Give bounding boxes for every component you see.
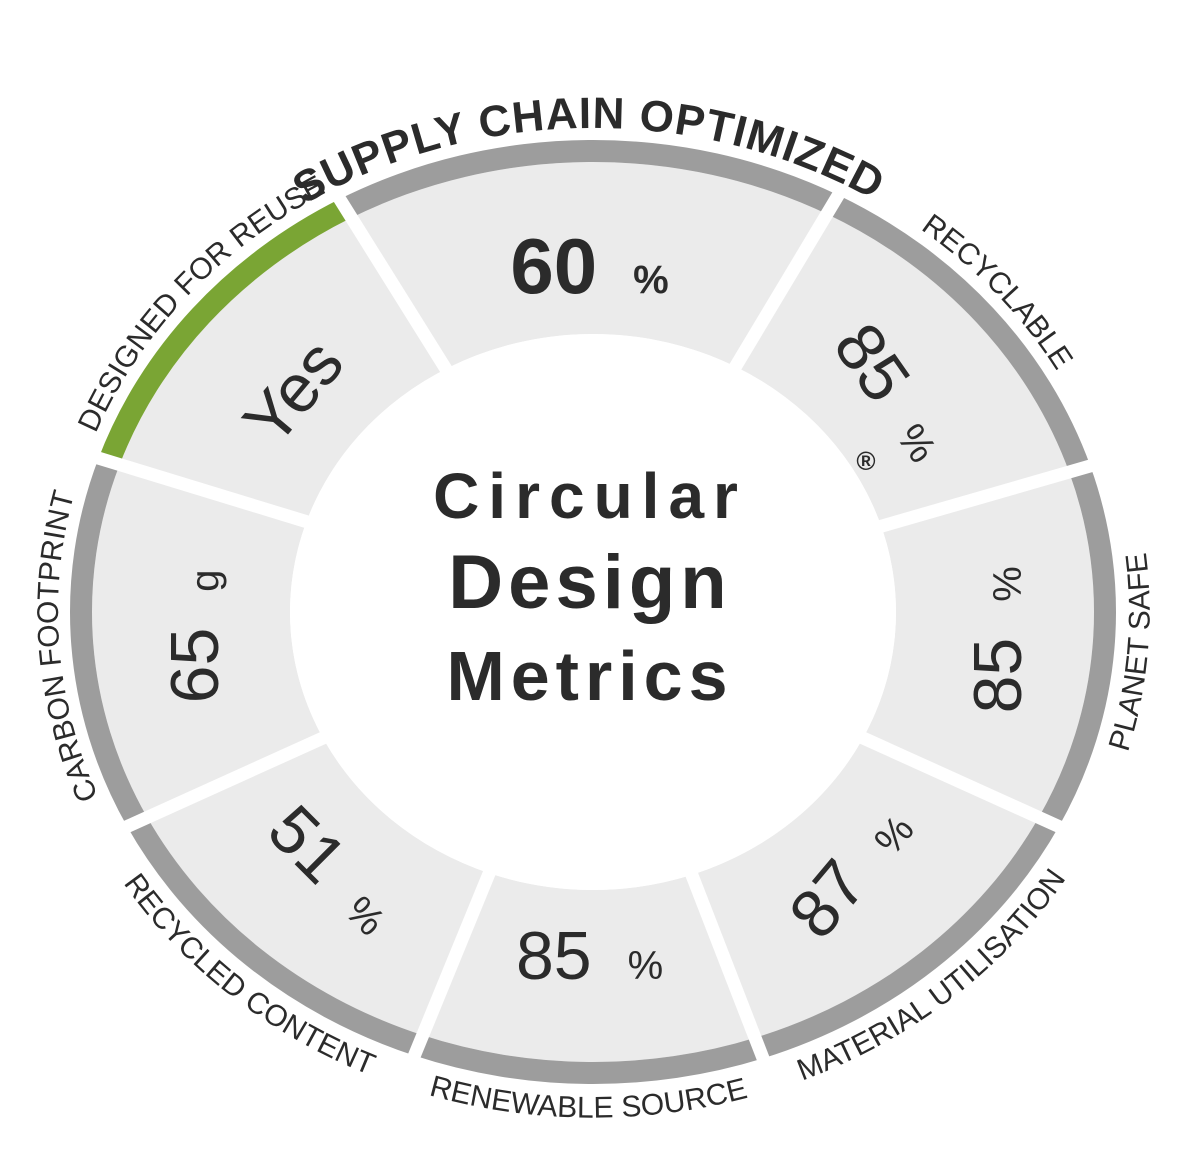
value-number: 85 <box>516 918 592 994</box>
segment-value: 60% <box>510 222 668 310</box>
center-title-line: Circular <box>433 460 747 532</box>
registered-mark: ® <box>856 446 875 476</box>
segment-fill <box>421 873 757 1062</box>
segment-gap <box>90 450 314 530</box>
segment-fill <box>691 738 1040 1038</box>
segment-band <box>828 195 1091 473</box>
segment-gap <box>874 458 1098 534</box>
segment-gap <box>683 867 772 1067</box>
segment-fill <box>735 214 1070 527</box>
value-number: 65 <box>157 628 233 704</box>
segment-gap <box>855 730 1068 835</box>
segment-fill <box>862 472 1094 817</box>
segment-gap <box>727 186 847 375</box>
value-unit: % <box>986 566 1030 602</box>
segment-value: 85% <box>960 566 1036 713</box>
center-disc <box>290 334 896 890</box>
segment-fill <box>92 465 324 817</box>
segment-fill <box>146 738 490 1035</box>
segment-gap <box>406 866 498 1064</box>
segment-gap <box>118 730 331 835</box>
segment-fill <box>119 218 447 522</box>
value-unit: % <box>633 258 669 302</box>
segment-band <box>339 140 839 219</box>
value-number: 60 <box>510 222 597 310</box>
segment-band <box>69 458 147 827</box>
segment-band <box>98 199 351 466</box>
segment-value: 85% <box>516 918 663 994</box>
segment-band <box>127 816 422 1056</box>
segment-fill <box>350 161 829 369</box>
value-unit: % <box>628 944 664 988</box>
value-unit: g <box>183 569 227 591</box>
segment-value: 65 g <box>157 569 233 703</box>
center-title-line: Design <box>448 540 731 625</box>
segment-band <box>1039 466 1117 827</box>
segment-band <box>756 816 1059 1059</box>
segment-gap <box>331 190 455 377</box>
segment-band <box>414 1034 764 1084</box>
value-number: 85 <box>960 638 1036 714</box>
center-title-line: Metrics <box>446 637 733 715</box>
